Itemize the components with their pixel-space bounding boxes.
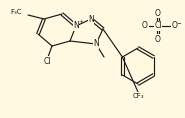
Text: +: + <box>78 19 83 24</box>
Text: Cl: Cl <box>43 57 51 65</box>
Text: Cl: Cl <box>154 21 162 30</box>
Text: CF₃: CF₃ <box>132 93 144 99</box>
Text: N: N <box>73 21 79 30</box>
Text: −: − <box>176 20 181 25</box>
Text: O: O <box>172 21 178 30</box>
Text: N: N <box>88 15 94 23</box>
Text: N: N <box>93 40 99 48</box>
Text: O: O <box>155 34 161 44</box>
Text: O: O <box>155 8 161 17</box>
Text: F₃C: F₃C <box>11 9 22 15</box>
Text: O: O <box>142 21 148 30</box>
